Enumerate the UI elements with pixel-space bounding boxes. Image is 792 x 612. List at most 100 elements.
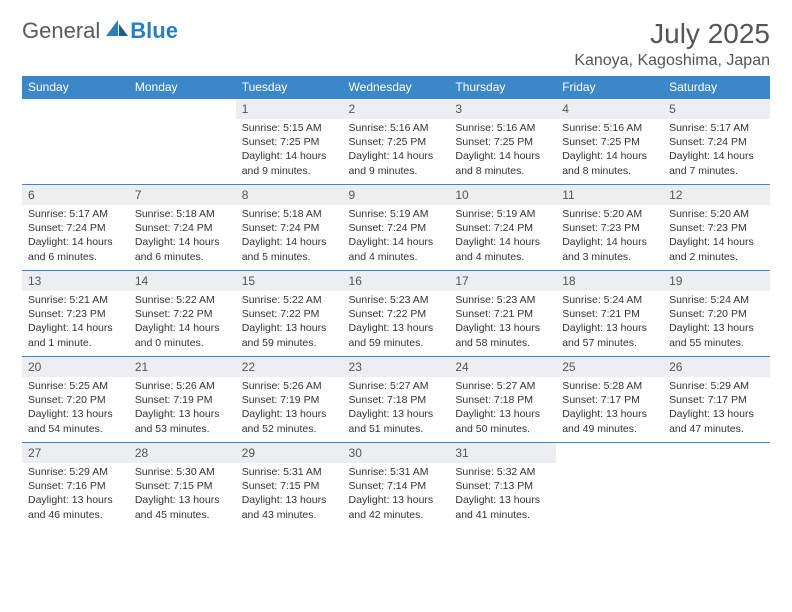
day-content: Sunrise: 5:20 AMSunset: 7:23 PMDaylight:…	[663, 205, 770, 268]
sunrise-text: Sunrise: 5:27 AM	[455, 379, 550, 393]
sunrise-text: Sunrise: 5:31 AM	[349, 465, 444, 479]
daylight-text: Daylight: 13 hours and 50 minutes.	[455, 407, 550, 435]
sunrise-text: Sunrise: 5:17 AM	[28, 207, 123, 221]
sunrise-text: Sunrise: 5:18 AM	[242, 207, 337, 221]
daylight-text: Daylight: 13 hours and 43 minutes.	[242, 493, 337, 521]
calendar-cell: 12Sunrise: 5:20 AMSunset: 7:23 PMDayligh…	[663, 185, 770, 271]
logo-text-blue: Blue	[130, 18, 178, 44]
calendar-row: 6Sunrise: 5:17 AMSunset: 7:24 PMDaylight…	[22, 185, 770, 271]
sunset-text: Sunset: 7:24 PM	[242, 221, 337, 235]
day-content: Sunrise: 5:27 AMSunset: 7:18 PMDaylight:…	[343, 377, 450, 440]
calendar-cell: 18Sunrise: 5:24 AMSunset: 7:21 PMDayligh…	[556, 271, 663, 357]
day-content: Sunrise: 5:25 AMSunset: 7:20 PMDaylight:…	[22, 377, 129, 440]
day-content: Sunrise: 5:28 AMSunset: 7:17 PMDaylight:…	[556, 377, 663, 440]
day-number: 24	[449, 357, 556, 377]
day-content: Sunrise: 5:23 AMSunset: 7:22 PMDaylight:…	[343, 291, 450, 354]
sunrise-text: Sunrise: 5:25 AM	[28, 379, 123, 393]
calendar-cell: 10Sunrise: 5:19 AMSunset: 7:24 PMDayligh…	[449, 185, 556, 271]
sunrise-text: Sunrise: 5:26 AM	[242, 379, 337, 393]
sunrise-text: Sunrise: 5:23 AM	[455, 293, 550, 307]
calendar-row: 13Sunrise: 5:21 AMSunset: 7:23 PMDayligh…	[22, 271, 770, 357]
sunset-text: Sunset: 7:25 PM	[455, 135, 550, 149]
calendar-cell: 17 Sunrise: 5:23 AMSunset: 7:21 PMDayligh…	[449, 271, 556, 357]
sunrise-text: Sunrise: 5:26 AM	[135, 379, 230, 393]
calendar-cell	[129, 99, 236, 185]
sunrise-text: Sunrise: 5:20 AM	[562, 207, 657, 221]
daylight-text: Daylight: 14 hours and 1 minute.	[28, 321, 123, 349]
sunset-text: Sunset: 7:18 PM	[455, 393, 550, 407]
header: General Blue July 2025 Kanoya, Kagoshima…	[22, 18, 770, 70]
sunrise-text: Sunrise: 5:29 AM	[669, 379, 764, 393]
day-header: Sunday	[22, 76, 129, 99]
sunset-text: Sunset: 7:24 PM	[669, 135, 764, 149]
sunset-text: Sunset: 7:18 PM	[349, 393, 444, 407]
calendar-cell	[22, 99, 129, 185]
calendar-row: 1Sunrise: 5:15 AMSunset: 7:25 PMDaylight…	[22, 99, 770, 185]
calendar-cell: 4Sunrise: 5:16 AMSunset: 7:25 PMDaylight…	[556, 99, 663, 185]
sunset-text: Sunset: 7:17 PM	[562, 393, 657, 407]
day-content: Sunrise: 5:20 AMSunset: 7:23 PMDaylight:…	[556, 205, 663, 268]
day-number: 6	[22, 185, 129, 205]
sunrise-text: Sunrise: 5:16 AM	[562, 121, 657, 135]
sunset-text: Sunset: 7:21 PM	[455, 307, 550, 321]
daylight-text: Daylight: 13 hours and 58 minutes.	[455, 321, 550, 349]
sunrise-text: Sunrise: 5:27 AM	[349, 379, 444, 393]
logo-sail-icon	[106, 20, 128, 43]
daylight-text: Daylight: 14 hours and 6 minutes.	[135, 235, 230, 263]
calendar-table: Sunday Monday Tuesday Wednesday Thursday…	[22, 76, 770, 529]
daylight-text: Daylight: 14 hours and 3 minutes.	[562, 235, 657, 263]
daylight-text: Daylight: 14 hours and 8 minutes.	[562, 149, 657, 177]
day-content: Sunrise: 5:16 AMSunset: 7:25 PMDaylight:…	[449, 119, 556, 182]
sunset-text: Sunset: 7:25 PM	[562, 135, 657, 149]
calendar-row: 20Sunrise: 5:25 AMSunset: 7:20 PMDayligh…	[22, 357, 770, 443]
day-number: 22	[236, 357, 343, 377]
calendar-cell: 3Sunrise: 5:16 AMSunset: 7:25 PMDaylight…	[449, 99, 556, 185]
daylight-text: Daylight: 13 hours and 41 minutes.	[455, 493, 550, 521]
day-number: 30	[343, 443, 450, 463]
sunrise-text: Sunrise: 5:24 AM	[562, 293, 657, 307]
calendar-cell: 28Sunrise: 5:30 AMSunset: 7:15 PMDayligh…	[129, 443, 236, 529]
sunset-text: Sunset: 7:24 PM	[28, 221, 123, 235]
day-number: 13	[22, 271, 129, 291]
daylight-text: Daylight: 14 hours and 9 minutes.	[242, 149, 337, 177]
sunrise-text: Sunrise: 5:16 AM	[455, 121, 550, 135]
day-header: Friday	[556, 76, 663, 99]
daylight-text: Daylight: 13 hours and 49 minutes.	[562, 407, 657, 435]
day-number: 17	[449, 271, 556, 291]
sunrise-text: Sunrise: 5:30 AM	[135, 465, 230, 479]
day-number: 8	[236, 185, 343, 205]
calendar-cell: 1Sunrise: 5:15 AMSunset: 7:25 PMDaylight…	[236, 99, 343, 185]
calendar-cell: 26Sunrise: 5:29 AMSunset: 7:17 PMDayligh…	[663, 357, 770, 443]
day-number: 29	[236, 443, 343, 463]
day-content: Sunrise: 5:29 AMSunset: 7:17 PMDaylight:…	[663, 377, 770, 440]
day-number: 1	[236, 99, 343, 119]
calendar-cell: 29Sunrise: 5:31 AMSunset: 7:15 PMDayligh…	[236, 443, 343, 529]
calendar-cell: 21Sunrise: 5:26 AMSunset: 7:19 PMDayligh…	[129, 357, 236, 443]
day-number: 9	[343, 185, 450, 205]
day-content: Sunrise: 5:26 AMSunset: 7:19 PMDaylight:…	[236, 377, 343, 440]
daylight-text: Daylight: 14 hours and 0 minutes.	[135, 321, 230, 349]
sunset-text: Sunset: 7:22 PM	[349, 307, 444, 321]
sunset-text: Sunset: 7:23 PM	[28, 307, 123, 321]
calendar-cell: 8Sunrise: 5:18 AMSunset: 7:24 PMDaylight…	[236, 185, 343, 271]
calendar-cell: 27Sunrise: 5:29 AMSunset: 7:16 PMDayligh…	[22, 443, 129, 529]
daylight-text: Daylight: 14 hours and 4 minutes.	[349, 235, 444, 263]
day-content: Sunrise: 5:17 AMSunset: 7:24 PMDaylight:…	[663, 119, 770, 182]
day-header: Monday	[129, 76, 236, 99]
sunrise-text: Sunrise: 5:18 AM	[135, 207, 230, 221]
sunrise-text: Sunrise: 5:15 AM	[242, 121, 337, 135]
calendar-cell: 30Sunrise: 5:31 AMSunset: 7:14 PMDayligh…	[343, 443, 450, 529]
sunrise-text: Sunrise: 5:32 AM	[455, 465, 550, 479]
daylight-text: Daylight: 13 hours and 57 minutes.	[562, 321, 657, 349]
day-content: Sunrise: 5:18 AMSunset: 7:24 PMDaylight:…	[236, 205, 343, 268]
day-content: Sunrise: 5:22 AMSunset: 7:22 PMDaylight:…	[236, 291, 343, 354]
day-number: 20	[22, 357, 129, 377]
sunset-text: Sunset: 7:24 PM	[135, 221, 230, 235]
day-content: Sunrise: 5:31 AMSunset: 7:15 PMDaylight:…	[236, 463, 343, 526]
sunrise-text: Sunrise: 5:20 AM	[669, 207, 764, 221]
sunset-text: Sunset: 7:21 PM	[562, 307, 657, 321]
day-number: 21	[129, 357, 236, 377]
calendar-cell: 24 Sunrise: 5:27 AMSunset: 7:18 PMDayligh…	[449, 357, 556, 443]
daylight-text: Daylight: 13 hours and 42 minutes.	[349, 493, 444, 521]
calendar-page: General Blue July 2025 Kanoya, Kagoshima…	[0, 0, 792, 547]
